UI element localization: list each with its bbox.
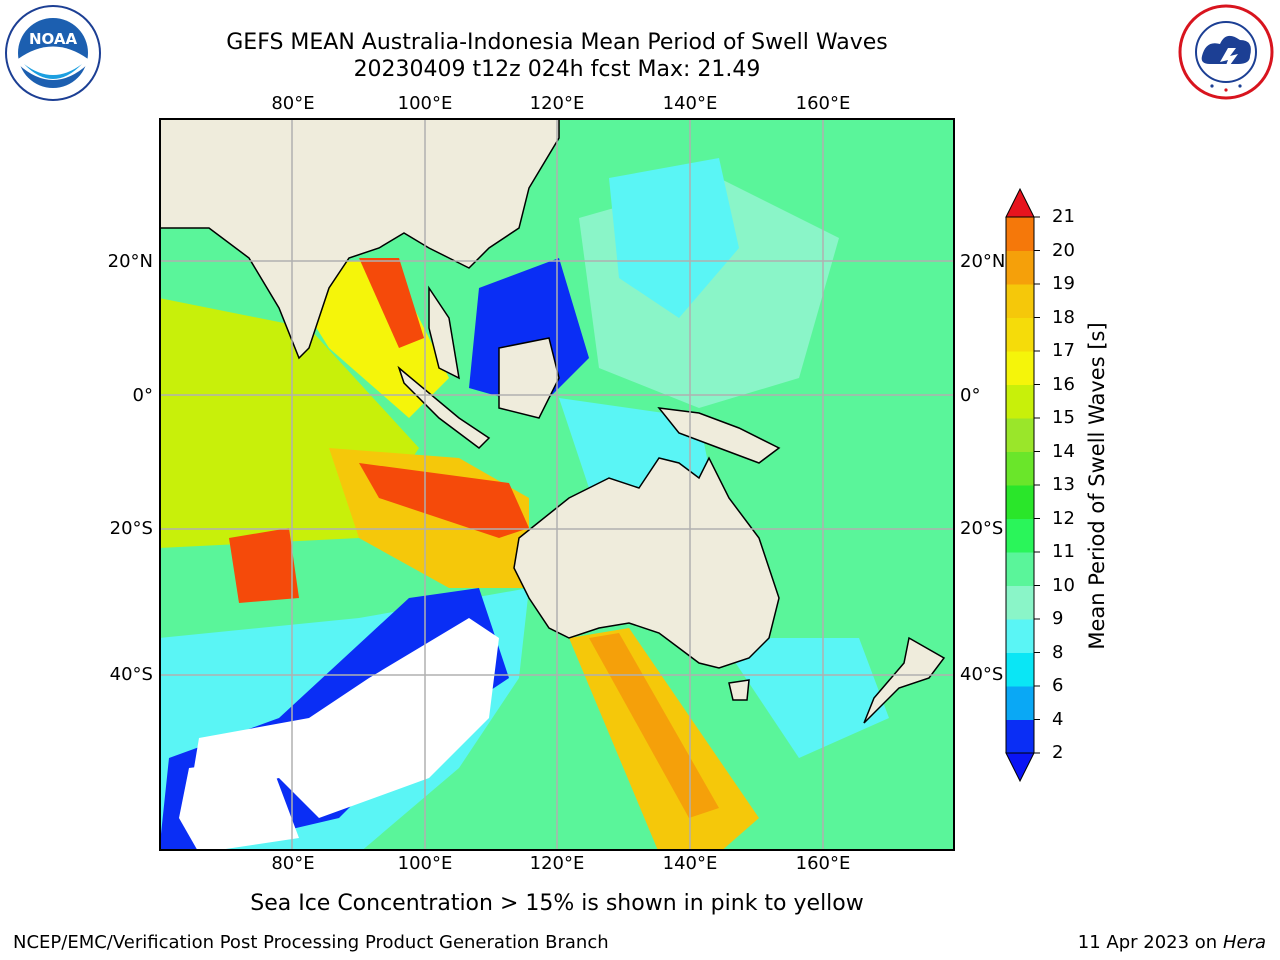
colorbar-segment xyxy=(1006,518,1034,553)
sea-ice-note: Sea Ice Concentration > 15% is shown in … xyxy=(250,891,864,916)
lon-label-top-140e: 140°E xyxy=(662,93,718,114)
lat-label-left-0: 0° xyxy=(132,385,153,406)
host-name: Hera xyxy=(1222,932,1266,953)
swell-core-indian xyxy=(359,463,529,538)
colorbar-segment xyxy=(1006,552,1034,586)
colorbar-tick-label: 14 xyxy=(1052,440,1075,462)
lat-label-left-20n: 20°N xyxy=(107,251,153,272)
lon-label-top-120e: 120°E xyxy=(529,93,585,114)
low-period-pacific-cyan xyxy=(609,158,739,318)
colorbar-segment xyxy=(1006,652,1034,687)
colorbar-tick-label: 9 xyxy=(1052,608,1064,629)
colorbar-tick-label: 8 xyxy=(1052,641,1064,663)
lon-label-bottom-140e: 140°E xyxy=(662,853,718,874)
sumatra xyxy=(397,365,491,449)
date-text: 11 Apr 2023 on Hera xyxy=(1078,932,1266,953)
colorbar-tick-label: 4 xyxy=(1052,708,1064,730)
swell-field-bay-core xyxy=(359,258,424,348)
lon-label-bottom-100e: 100°E xyxy=(397,853,453,874)
colorbar-tick-label: 13 xyxy=(1052,474,1075,495)
colorbar xyxy=(1005,187,1040,783)
asia-land xyxy=(159,118,560,360)
colorbar-tick-label: 20 xyxy=(1052,239,1075,261)
noaa-logo-text: NOAA xyxy=(29,30,78,48)
gridlines xyxy=(159,118,954,851)
colorbar-segment xyxy=(1006,686,1034,720)
colorbar-tick-label: 17 xyxy=(1052,340,1075,361)
lat-label-right-20n: 20°N xyxy=(960,251,1006,272)
lon-label-bottom-120e: 120°E xyxy=(529,853,585,874)
low-period-tasman xyxy=(719,638,889,758)
colorbar-tick-label: 12 xyxy=(1052,507,1075,529)
borneo xyxy=(498,337,560,419)
map-frame xyxy=(159,118,955,851)
colorbar-segment xyxy=(1006,451,1034,486)
colorbar-segment xyxy=(1006,351,1034,385)
lat-label-left-20s: 20°S xyxy=(109,518,153,539)
colorbar-segment xyxy=(1006,585,1034,620)
colorbar-tick-label: 10 xyxy=(1052,574,1075,596)
colorbar-segment xyxy=(1006,284,1034,318)
colorbar-tick-label: 19 xyxy=(1052,273,1075,294)
colorbar-segment xyxy=(1006,317,1034,352)
lat-label-right-20s: 20°S xyxy=(960,518,1004,539)
chart-subtitle: 20230409 t12z 024h fcst Max: 21.49 xyxy=(353,57,761,82)
nws-logo xyxy=(1178,4,1274,100)
map-panel xyxy=(159,118,955,851)
lon-label-top-100e: 100°E xyxy=(397,93,453,114)
swell-core-west xyxy=(229,528,299,603)
colorbar-segment xyxy=(1006,384,1034,419)
australia-land xyxy=(513,456,780,669)
noaa-logo: NOAA xyxy=(5,5,101,101)
lon-label-top-160e: 160°E xyxy=(795,93,851,114)
colorbar-segment xyxy=(1006,250,1034,285)
colorbar-tick-label: 21 xyxy=(1052,206,1075,227)
colorbar-segment xyxy=(1006,719,1034,754)
new-zealand xyxy=(863,636,946,724)
date-value: 11 Apr 2023 on xyxy=(1077,932,1223,953)
colorbar-segment xyxy=(1006,619,1034,653)
colorbar-tick-label: 15 xyxy=(1052,407,1075,428)
lat-label-right-40s: 40°S xyxy=(960,664,1004,685)
swell-core-southern xyxy=(589,633,719,818)
colorbar-under-arrow xyxy=(1005,752,1035,783)
lat-label-left-40s: 40°S xyxy=(109,664,153,685)
lat-label-right-0: 0° xyxy=(960,385,981,406)
colorbar-tick-label: 6 xyxy=(1052,675,1064,696)
lon-label-bottom-160e: 160°E xyxy=(795,853,851,874)
colorbar-over-arrow xyxy=(1005,187,1035,218)
new-guinea xyxy=(657,407,781,464)
colorbar-label: Mean Period of Swell Waves [s] xyxy=(1085,322,1109,650)
lon-label-top-80e: 80°E xyxy=(271,93,315,114)
chart-title: GEFS MEAN Australia-Indonesia Mean Perio… xyxy=(226,30,888,55)
lon-label-bottom-80e: 80°E xyxy=(271,853,315,874)
no-data-southwest xyxy=(179,758,299,851)
colorbar-segment xyxy=(1006,485,1034,519)
colorbar-segment xyxy=(1006,217,1034,251)
colorbar-tick-label: 11 xyxy=(1052,541,1075,562)
colorbar-tick-label: 18 xyxy=(1052,306,1075,328)
colorbar-tick-label: 16 xyxy=(1052,373,1075,395)
malay-peninsula xyxy=(428,285,460,380)
colorbar-segment xyxy=(1006,418,1034,452)
colorbar-tick-label: 2 xyxy=(1052,742,1064,763)
tasmania xyxy=(728,679,750,701)
credit-text: NCEP/EMC/Verification Post Processing Pr… xyxy=(13,932,609,953)
